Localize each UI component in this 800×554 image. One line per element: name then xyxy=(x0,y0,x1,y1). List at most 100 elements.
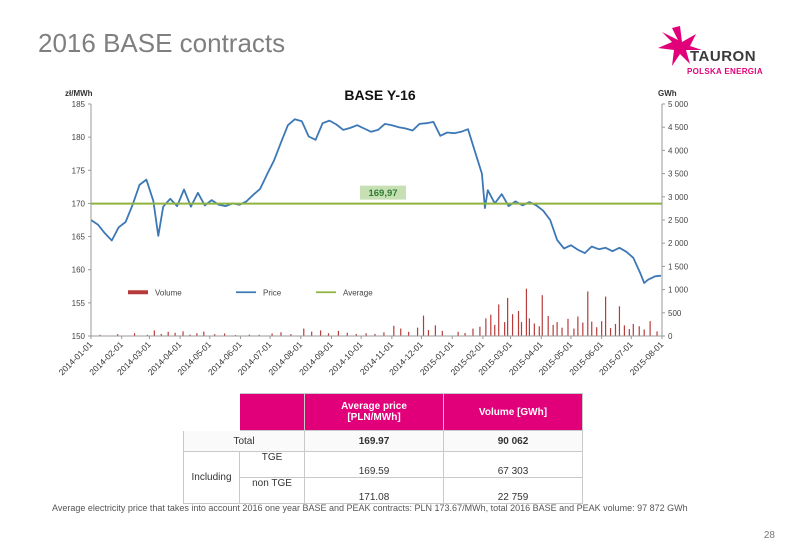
volume-bars xyxy=(99,288,658,336)
table-row-non-tge: non TGE 171.08 22 759 xyxy=(184,477,583,504)
volume-bar xyxy=(280,332,282,336)
volume-bar xyxy=(494,324,496,336)
volume-bar xyxy=(623,325,625,336)
volume-bar xyxy=(472,328,474,336)
header-volume: Volume [GWh] xyxy=(443,393,583,431)
volume-bar xyxy=(133,333,136,336)
volume-bar xyxy=(167,331,169,336)
price-line-group xyxy=(90,118,662,284)
volume-bar xyxy=(271,333,273,336)
legend-label-volume: Volume xyxy=(155,288,182,297)
volume-bar xyxy=(587,291,589,336)
y-right-tick-label: 4 000 xyxy=(668,146,689,155)
volume-bar xyxy=(319,330,322,336)
including-label: Including xyxy=(183,451,240,504)
volume-bar xyxy=(643,329,645,336)
volume-bar xyxy=(541,295,543,336)
volume-bar xyxy=(649,321,651,336)
volume-bar xyxy=(582,322,584,336)
volume-bar xyxy=(346,332,348,336)
volume-bar xyxy=(490,314,492,336)
volume-bar xyxy=(552,324,554,336)
volume-bar xyxy=(517,310,520,336)
volume-bar xyxy=(573,328,575,336)
footnote: Average electricity price that takes int… xyxy=(52,503,688,513)
y-left-tick-label: 180 xyxy=(72,133,86,142)
volume-bar xyxy=(153,330,155,336)
volume-bar xyxy=(561,327,563,336)
tauron-logo xyxy=(658,26,702,66)
volume-bar xyxy=(507,297,509,336)
legend: Volume Price Average xyxy=(128,288,373,297)
volume-bar xyxy=(618,306,621,336)
volume-bar xyxy=(556,322,558,336)
volume-bar xyxy=(525,288,528,336)
volume-bar xyxy=(427,329,430,336)
total-label: Total xyxy=(183,430,305,452)
y-axis-left-label: zł/MWh xyxy=(65,89,93,98)
volume-bar xyxy=(355,333,357,336)
volume-bar xyxy=(311,331,313,336)
price-line xyxy=(90,118,662,284)
legend-swatch-volume xyxy=(128,290,148,295)
volume-bar xyxy=(248,334,250,336)
header-empty-1 xyxy=(183,393,240,431)
y-left-tick-label: 165 xyxy=(72,233,86,242)
y-left-tick-label: 175 xyxy=(72,166,86,175)
volume-bar xyxy=(464,332,466,336)
non-tge-volume: 22 759 xyxy=(443,477,583,504)
volume-bar xyxy=(479,326,481,336)
y-left-tick-label: 170 xyxy=(72,199,86,208)
y-axis-right-label: GWh xyxy=(658,89,677,98)
volume-bar xyxy=(117,334,119,336)
volume-bar xyxy=(374,333,376,336)
volume-bar xyxy=(258,334,260,336)
logo-sub: POLSKA ENERGIA xyxy=(687,67,763,76)
volume-bar xyxy=(614,323,617,336)
y-right-tick-label: 4 500 xyxy=(668,123,689,132)
volume-bar xyxy=(609,328,612,336)
y-right-tick-label: 3 000 xyxy=(668,193,689,202)
volume-bar xyxy=(638,326,640,336)
total-volume: 90 062 xyxy=(443,430,583,452)
header-avg-price: Average price [PLN/MWh] xyxy=(304,393,444,431)
volume-bar xyxy=(538,326,540,336)
header-empty-2 xyxy=(239,393,305,431)
volume-bar xyxy=(511,314,514,336)
volume-bar xyxy=(601,321,603,336)
volume-bar xyxy=(547,316,549,336)
volume-bar xyxy=(533,323,535,336)
volume-bar xyxy=(498,304,500,336)
table-header-row: Average price [PLN/MWh] Volume [GWh] xyxy=(183,393,583,431)
total-price: 169.97 xyxy=(304,430,444,452)
y-left-tick-label: 150 xyxy=(72,332,86,341)
y-right-tick-label: 0 xyxy=(668,332,673,341)
volume-bar xyxy=(365,333,367,336)
volume-bar xyxy=(528,318,530,336)
volume-bar xyxy=(383,332,385,336)
volume-bar xyxy=(408,331,410,336)
volume-bar xyxy=(656,331,658,336)
table-row-total: Total 169.97 90 062 xyxy=(183,430,583,452)
y-right-tick-label: 1 000 xyxy=(668,286,689,295)
logo-word: TAURON xyxy=(690,48,757,65)
price-volume-chart: 169,97 150 155 160 165 170 175 180 185 0 500 1 000… xyxy=(57,87,689,377)
volume-bar xyxy=(146,334,149,336)
volume-bar xyxy=(434,325,436,336)
volume-bar xyxy=(196,333,198,336)
volume-bar xyxy=(290,334,292,336)
non-tge-price: 171.08 xyxy=(304,477,444,504)
header-avg-price-line1: Average price xyxy=(341,401,407,412)
y-right-tick-label: 500 xyxy=(668,309,682,318)
volume-bar xyxy=(504,322,506,336)
non-tge-label: non TGE xyxy=(239,477,305,504)
volume-bar xyxy=(591,321,593,336)
volume-bar xyxy=(441,330,443,336)
volume-bar xyxy=(189,334,191,336)
volume-bar xyxy=(457,331,459,336)
chart-title: BASE Y-16 xyxy=(344,87,416,103)
legend-label-price: Price xyxy=(263,288,282,297)
volume-bar xyxy=(214,334,216,336)
volume-bar xyxy=(223,333,226,336)
volume-bar xyxy=(567,318,569,336)
